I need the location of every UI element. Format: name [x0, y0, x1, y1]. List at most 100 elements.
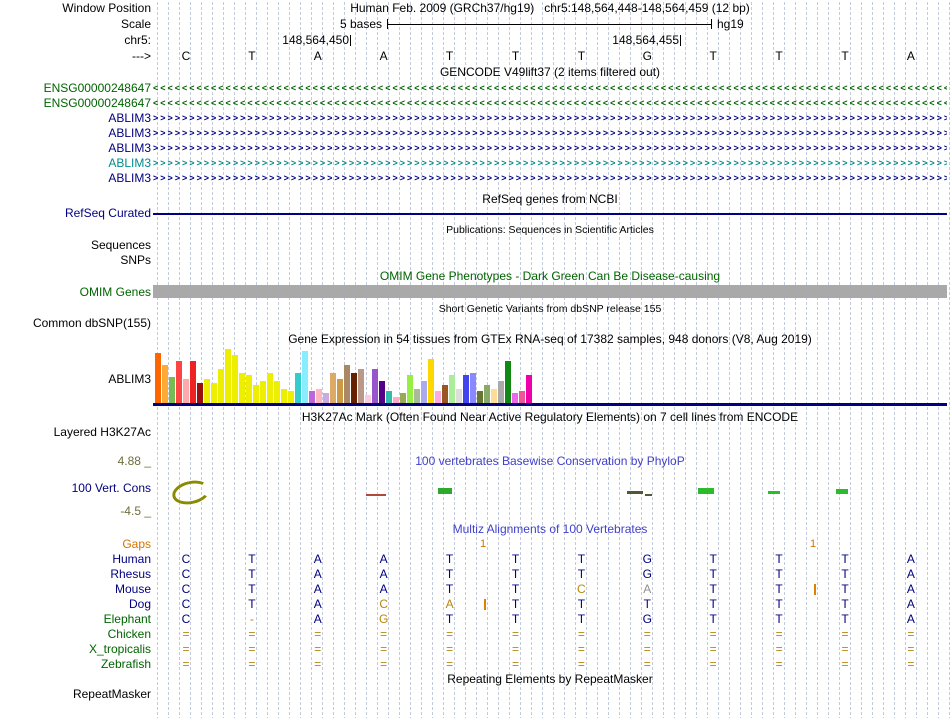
- gtex-bar[interactable]: [393, 397, 399, 403]
- gtex-bar[interactable]: [309, 391, 315, 403]
- repeatmasker-label[interactable]: RepeatMasker: [72, 687, 151, 701]
- vert-cons-label[interactable]: 100 Vert. Cons: [71, 481, 151, 495]
- refseq-track-title[interactable]: RefSeq genes from NCBI: [482, 192, 618, 206]
- publications-track-title[interactable]: Publications: Sequences in Scientific Ar…: [446, 224, 654, 236]
- gtex-bar[interactable]: [274, 381, 280, 403]
- layered-h3k27ac-label[interactable]: Layered H3K27Ac: [53, 425, 151, 439]
- gencode-track-title[interactable]: GENCODE V49lift37 (2 items filtered out): [439, 65, 661, 79]
- gtex-bar[interactable]: [519, 391, 525, 403]
- gtex-bar[interactable]: [183, 379, 189, 403]
- gtex-bar[interactable]: [176, 361, 182, 403]
- gtex-bar[interactable]: [190, 361, 196, 403]
- species-label[interactable]: Rhesus: [110, 567, 151, 581]
- gtex-expression-barchart[interactable]: [155, 348, 555, 403]
- gtex-bar[interactable]: [211, 383, 217, 403]
- species-label[interactable]: Human: [112, 552, 151, 566]
- gtex-bar[interactable]: [442, 385, 448, 403]
- gtex-bar[interactable]: [246, 375, 252, 403]
- gtex-bar[interactable]: [372, 369, 378, 403]
- gene-label[interactable]: ENSG00000248647: [43, 81, 151, 95]
- dbsnp-track-title[interactable]: Short Genetic Variants from dbSNP releas…: [438, 303, 662, 315]
- gtex-bar[interactable]: [449, 375, 455, 403]
- gene-label[interactable]: ABLIM3: [108, 111, 151, 125]
- repeatmasker-track-title[interactable]: Repeating Elements by RepeatMasker: [447, 672, 653, 686]
- gene-label[interactable]: ABLIM3: [108, 156, 151, 170]
- gtex-bar[interactable]: [428, 359, 434, 403]
- omim-genes-label[interactable]: OMIM Genes: [79, 285, 151, 299]
- common-dbsnp-label[interactable]: Common dbSNP(155): [32, 316, 151, 330]
- phylop-track-title[interactable]: 100 vertebrates Basewise Conservation by…: [415, 454, 685, 468]
- gtex-bar[interactable]: [463, 375, 469, 403]
- gtex-bar[interactable]: [477, 391, 483, 403]
- gtex-gene-label[interactable]: ABLIM3: [108, 372, 151, 386]
- gene-label[interactable]: ABLIM3: [108, 141, 151, 155]
- gtex-bar[interactable]: [330, 373, 336, 403]
- gtex-bar[interactable]: [337, 379, 343, 403]
- gtex-bar[interactable]: [155, 353, 161, 403]
- gtex-bar[interactable]: [253, 385, 259, 403]
- species-label[interactable]: X_tropicalis: [88, 642, 151, 656]
- gaps-label[interactable]: Gaps: [122, 537, 151, 551]
- gtex-bar[interactable]: [197, 383, 203, 403]
- gtex-bar[interactable]: [379, 381, 385, 403]
- gene-strand-arrows[interactable]: >>>>>>>>>>>>>>>>>>>>>>>>>>>>>>>>>>>>>>>>…: [153, 158, 947, 168]
- gtex-bar[interactable]: [162, 365, 168, 403]
- gene-label[interactable]: ABLIM3: [108, 126, 151, 140]
- gtex-bar[interactable]: [421, 381, 427, 403]
- gene-strand-arrows[interactable]: >>>>>>>>>>>>>>>>>>>>>>>>>>>>>>>>>>>>>>>>…: [153, 128, 947, 138]
- gtex-bar[interactable]: [414, 389, 420, 403]
- gtex-bar[interactable]: [351, 373, 357, 403]
- refseq-gene-bar[interactable]: [153, 213, 947, 215]
- gtex-bar[interactable]: [484, 385, 490, 403]
- gene-strand-arrows[interactable]: <<<<<<<<<<<<<<<<<<<<<<<<<<<<<<<<<<<<<<<<…: [153, 83, 947, 93]
- species-label[interactable]: Zebrafish: [100, 657, 151, 671]
- sequences-label[interactable]: Sequences: [90, 238, 151, 252]
- species-label[interactable]: Mouse: [114, 582, 151, 596]
- multiz-track-title[interactable]: Multiz Alignments of 100 Vertebrates: [452, 522, 648, 536]
- gtex-bar[interactable]: [225, 349, 231, 403]
- refseq-curated-label[interactable]: RefSeq Curated: [64, 206, 151, 220]
- gtex-bar[interactable]: [323, 393, 329, 403]
- gtex-bar[interactable]: [400, 393, 406, 403]
- gtex-bar[interactable]: [281, 389, 287, 403]
- gtex-bar[interactable]: [239, 373, 245, 403]
- gtex-bar[interactable]: [435, 391, 441, 403]
- gtex-bar[interactable]: [386, 391, 392, 403]
- snps-label[interactable]: SNPs: [120, 253, 151, 267]
- gtex-bar[interactable]: [232, 355, 238, 403]
- gtex-track-title[interactable]: Gene Expression in 54 tissues from GTEx …: [288, 332, 812, 346]
- gtex-bar[interactable]: [316, 389, 322, 403]
- gtex-bar[interactable]: [344, 365, 350, 403]
- gtex-bar[interactable]: [365, 395, 371, 403]
- species-label[interactable]: Elephant: [103, 612, 151, 626]
- gtex-bar[interactable]: [218, 369, 224, 403]
- species-label[interactable]: Dog: [128, 597, 151, 611]
- gtex-bar[interactable]: [526, 375, 532, 403]
- gtex-bar[interactable]: [302, 351, 308, 403]
- gtex-bar[interactable]: [512, 393, 518, 403]
- gtex-bar[interactable]: [491, 389, 497, 403]
- gtex-bar[interactable]: [456, 389, 462, 403]
- gene-strand-arrows[interactable]: >>>>>>>>>>>>>>>>>>>>>>>>>>>>>>>>>>>>>>>>…: [153, 143, 947, 153]
- gtex-bar[interactable]: [260, 381, 266, 403]
- gene-strand-arrows[interactable]: >>>>>>>>>>>>>>>>>>>>>>>>>>>>>>>>>>>>>>>>…: [153, 113, 947, 123]
- gene-strand-arrows[interactable]: >>>>>>>>>>>>>>>>>>>>>>>>>>>>>>>>>>>>>>>>…: [153, 173, 947, 183]
- alignment-base: =: [907, 657, 915, 671]
- gtex-bar[interactable]: [505, 361, 511, 403]
- species-label[interactable]: Chicken: [107, 627, 151, 641]
- gene-strand-arrows[interactable]: <<<<<<<<<<<<<<<<<<<<<<<<<<<<<<<<<<<<<<<<…: [153, 98, 947, 108]
- gene-label[interactable]: ENSG00000248647: [43, 96, 151, 110]
- gtex-bar[interactable]: [267, 373, 273, 403]
- gtex-bar[interactable]: [498, 381, 504, 403]
- gtex-bar[interactable]: [204, 379, 210, 403]
- gtex-bar[interactable]: [295, 373, 301, 403]
- gtex-bar[interactable]: [288, 391, 294, 403]
- omim-gene-bar[interactable]: [153, 285, 947, 298]
- gtex-bar[interactable]: [470, 373, 476, 403]
- omim-track-title[interactable]: OMIM Gene Phenotypes - Dark Green Can Be…: [379, 269, 721, 283]
- gtex-bar[interactable]: [407, 375, 413, 403]
- gtex-bar[interactable]: [169, 377, 175, 403]
- gene-label[interactable]: ABLIM3: [108, 171, 151, 185]
- gtex-bar[interactable]: [358, 369, 364, 403]
- h3k27ac-track-title[interactable]: H3K27Ac Mark (Often Found Near Active Re…: [301, 410, 799, 424]
